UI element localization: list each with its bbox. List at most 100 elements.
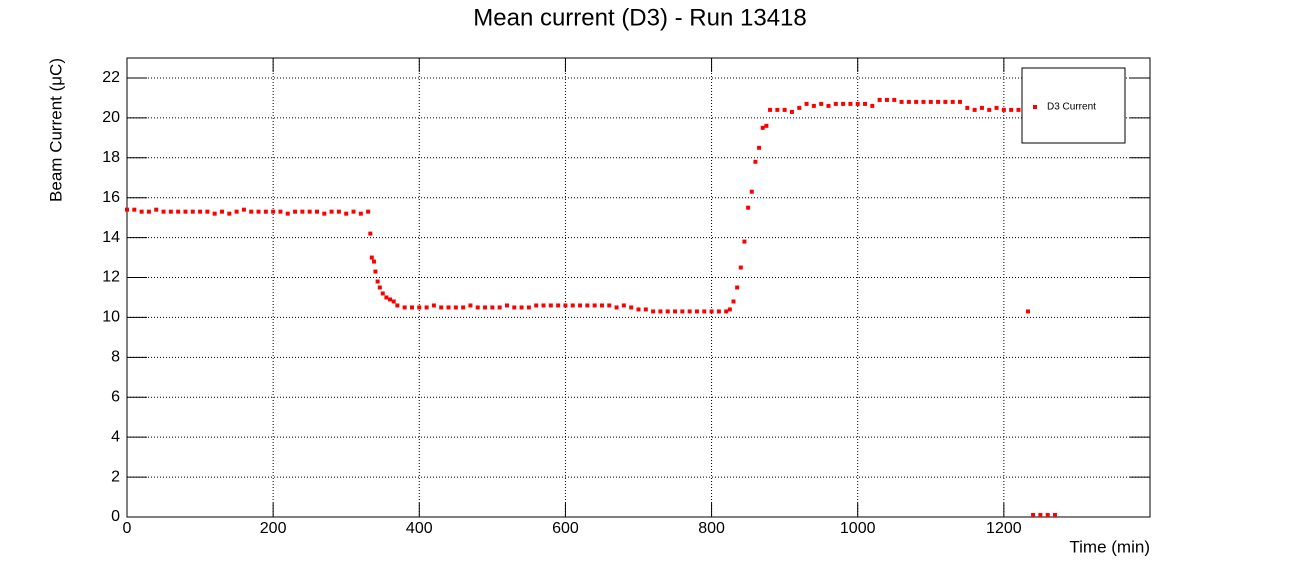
data-point (369, 255, 374, 260)
chart-title: Mean current (D3) - Run 13418 (473, 4, 807, 31)
data-point (826, 103, 831, 108)
data-point (453, 305, 458, 310)
data-point (636, 307, 641, 312)
data-point (241, 207, 246, 212)
data-point (599, 303, 604, 308)
data-point (607, 303, 612, 308)
data-point (329, 209, 334, 214)
data-point (965, 105, 970, 110)
data-point (377, 285, 382, 290)
data-point (1001, 107, 1006, 112)
y-tick-label: 6 (111, 388, 120, 405)
x-tick-label: 800 (698, 520, 725, 537)
data-point (921, 99, 926, 104)
legend-box (1021, 67, 1126, 144)
data-point (943, 99, 948, 104)
data-point (1053, 513, 1058, 518)
data-point (139, 209, 144, 214)
data-point (336, 209, 341, 214)
data-point (753, 159, 758, 164)
data-point (958, 99, 963, 104)
data-point (950, 99, 955, 104)
data-point (936, 99, 941, 104)
data-point (504, 303, 509, 308)
data-point (271, 209, 276, 214)
x-tick-label: 1000 (840, 520, 876, 537)
data-point (1038, 513, 1043, 518)
x-axis-title: Time (min) (1069, 537, 1150, 556)
data-point (570, 303, 575, 308)
data-point (673, 309, 678, 314)
data-point (375, 279, 380, 284)
y-tick-label: 0 (111, 508, 120, 525)
data-point (417, 305, 422, 310)
data-point (497, 305, 502, 310)
data-point (146, 209, 151, 214)
data-point (746, 205, 751, 210)
data-point (263, 209, 268, 214)
data-point (709, 309, 714, 314)
data-point (775, 107, 780, 112)
data-point (987, 107, 992, 112)
data-point (183, 209, 188, 214)
data-point (366, 209, 371, 214)
data-point (658, 309, 663, 314)
x-tick-label: 400 (406, 520, 433, 537)
data-point (804, 101, 809, 106)
data-point (994, 105, 999, 110)
y-tick-label: 18 (102, 149, 120, 166)
data-point (629, 305, 634, 310)
data-point (371, 259, 376, 264)
data-point (855, 101, 860, 106)
data-point (742, 239, 747, 244)
data-point (892, 97, 897, 102)
data-point (724, 309, 729, 314)
data-point (870, 103, 875, 108)
data-point (431, 303, 436, 308)
y-tick-label: 4 (111, 428, 120, 445)
data-point (249, 209, 254, 214)
data-point (789, 109, 794, 114)
legend-label: D3 Current (1047, 102, 1096, 113)
data-point (388, 297, 393, 302)
data-point (461, 305, 466, 310)
x-tick-label: 1200 (986, 520, 1022, 537)
data-point (278, 209, 283, 214)
data-point (848, 101, 853, 106)
data-point (877, 97, 882, 102)
y-tick-label: 2 (111, 468, 120, 485)
data-point (293, 209, 298, 214)
data-point (161, 209, 166, 214)
data-point (1025, 309, 1030, 314)
data-point (797, 105, 802, 110)
data-point (176, 209, 181, 214)
y-tick-label: 8 (111, 349, 120, 366)
data-point (735, 285, 740, 290)
data-point (468, 303, 473, 308)
data-point (483, 305, 488, 310)
data-point (358, 211, 363, 216)
data-point (906, 99, 911, 104)
data-point (212, 211, 217, 216)
data-point (190, 209, 195, 214)
data-point (716, 309, 721, 314)
data-point (811, 103, 816, 108)
data-point (585, 303, 590, 308)
legend-marker (1033, 105, 1037, 109)
data-point (738, 265, 743, 270)
data-point (760, 125, 765, 130)
data-point (643, 307, 648, 312)
y-tick-label: 14 (102, 229, 120, 246)
x-tick-label: 0 (123, 520, 132, 537)
data-point (1009, 107, 1014, 112)
data-point (702, 309, 707, 314)
plot-frame (126, 57, 1151, 518)
data-point (300, 209, 305, 214)
data-point (439, 305, 444, 310)
data-point (391, 299, 396, 304)
data-point (833, 101, 838, 106)
data-point (344, 211, 349, 216)
data-point (368, 231, 373, 236)
data-point (132, 207, 137, 212)
